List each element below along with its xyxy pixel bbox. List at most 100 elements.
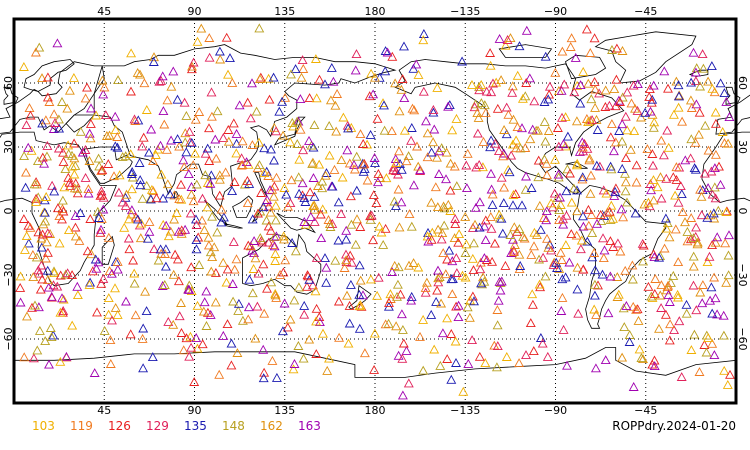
observation-marker bbox=[373, 168, 384, 178]
observation-marker bbox=[481, 255, 492, 264]
observation-marker bbox=[309, 191, 320, 201]
bottom-lon-tick-label: 90 bbox=[188, 404, 202, 417]
observation-marker bbox=[661, 173, 672, 183]
observation-marker bbox=[247, 78, 257, 88]
observation-marker bbox=[205, 309, 216, 319]
observation-marker bbox=[326, 62, 337, 72]
observation-marker bbox=[565, 41, 576, 51]
observation-marker bbox=[590, 102, 601, 112]
observation-marker bbox=[355, 129, 366, 139]
observation-marker bbox=[617, 136, 628, 146]
observation-marker bbox=[409, 105, 420, 115]
observation-marker bbox=[160, 249, 170, 258]
observation-marker bbox=[565, 168, 575, 178]
legend-item-148: 148 bbox=[222, 419, 245, 433]
observation-marker bbox=[321, 277, 332, 287]
observation-marker bbox=[372, 177, 383, 187]
observation-marker bbox=[292, 116, 303, 126]
observation-marker bbox=[561, 210, 572, 220]
observation-marker bbox=[444, 100, 455, 110]
observation-marker bbox=[628, 80, 639, 90]
left-lat-tick-label: 30 bbox=[2, 140, 15, 154]
observation-marker bbox=[432, 202, 443, 212]
observation-marker bbox=[474, 81, 485, 91]
coastline-baffin bbox=[565, 54, 607, 80]
observation-marker bbox=[136, 218, 147, 228]
observation-marker bbox=[178, 155, 189, 165]
observation-marker bbox=[368, 235, 379, 245]
observation-marker bbox=[110, 124, 121, 134]
observation-marker bbox=[275, 269, 286, 279]
observation-marker bbox=[252, 301, 263, 311]
observation-marker bbox=[99, 325, 110, 335]
observation-marker bbox=[148, 156, 158, 165]
observation-marker bbox=[697, 280, 708, 289]
observation-marker bbox=[365, 129, 376, 139]
observation-marker bbox=[99, 82, 110, 92]
observation-marker bbox=[610, 137, 621, 147]
coastline-borneo bbox=[232, 195, 254, 218]
observation-marker bbox=[620, 168, 630, 178]
observation-marker bbox=[647, 149, 658, 158]
observation-marker bbox=[364, 91, 375, 101]
observation-marker bbox=[583, 78, 594, 88]
observation-marker bbox=[524, 73, 535, 83]
observation-marker bbox=[283, 201, 293, 211]
observation-marker bbox=[670, 190, 681, 200]
observation-marker bbox=[701, 330, 712, 340]
observation-marker bbox=[293, 282, 304, 292]
observation-marker bbox=[668, 270, 679, 280]
observation-marker bbox=[45, 322, 56, 332]
observation-marker bbox=[200, 148, 211, 158]
observation-marker bbox=[32, 345, 43, 355]
observation-marker bbox=[686, 345, 697, 354]
observation-marker bbox=[380, 223, 391, 233]
observation-marker bbox=[706, 282, 717, 292]
observation-marker bbox=[480, 235, 491, 245]
observation-marker bbox=[685, 153, 696, 163]
observation-marker bbox=[508, 234, 518, 244]
observation-marker bbox=[206, 266, 217, 276]
top-lon-tick-label: 180 bbox=[365, 5, 386, 18]
observation-marker bbox=[144, 226, 155, 236]
right-lat-tick-label: 30 bbox=[736, 140, 749, 154]
observation-marker bbox=[314, 159, 325, 169]
observation-marker bbox=[304, 135, 314, 145]
observation-marker bbox=[324, 353, 334, 363]
observation-marker bbox=[589, 304, 600, 314]
observation-marker bbox=[344, 318, 355, 328]
observation-marker bbox=[718, 310, 729, 320]
observation-marker bbox=[461, 160, 472, 170]
observation-marker bbox=[135, 233, 146, 243]
observation-marker bbox=[15, 297, 26, 307]
observation-marker bbox=[226, 338, 237, 348]
observation-marker bbox=[117, 151, 128, 161]
observation-marker bbox=[664, 296, 675, 306]
observation-marker bbox=[558, 139, 569, 149]
observation-marker bbox=[511, 143, 522, 153]
observation-marker bbox=[247, 140, 258, 149]
observation-marker bbox=[436, 234, 447, 244]
observation-marker bbox=[533, 125, 543, 135]
observation-marker bbox=[346, 122, 357, 132]
observation-marker bbox=[710, 118, 721, 128]
coastline-philippines bbox=[254, 172, 268, 197]
observation-marker bbox=[333, 197, 344, 207]
observation-marker bbox=[583, 117, 594, 127]
bottom-lon-tick-label: −90 bbox=[544, 404, 567, 417]
observation-marker bbox=[311, 349, 322, 358]
observation-marker bbox=[279, 234, 289, 244]
observation-marker bbox=[460, 248, 471, 258]
observation-marker bbox=[297, 55, 308, 65]
observation-marker bbox=[188, 57, 199, 67]
observation-marker bbox=[544, 89, 555, 99]
map-frame bbox=[12, 17, 738, 405]
coastline-europe-west-wrap bbox=[715, 94, 750, 135]
observation-marker bbox=[462, 148, 473, 158]
observation-marker bbox=[37, 73, 47, 83]
observation-marker bbox=[473, 112, 484, 122]
observation-marker bbox=[135, 180, 146, 190]
observation-marker bbox=[247, 214, 258, 224]
observation-marker bbox=[411, 59, 422, 69]
coastline-asia bbox=[65, 44, 397, 208]
